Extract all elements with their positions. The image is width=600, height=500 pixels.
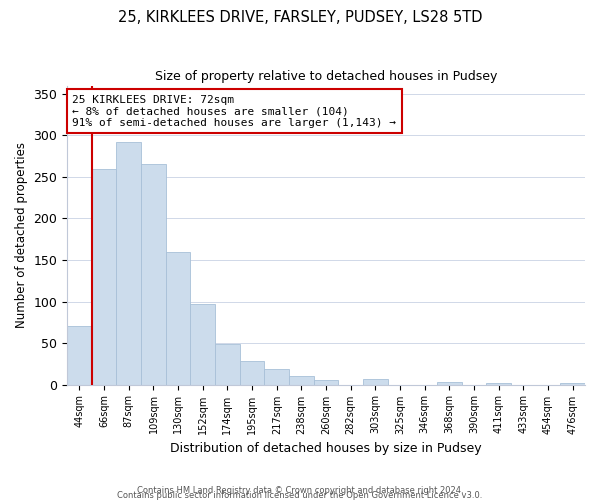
Bar (265, 369, 289, 384)
Bar (215, 344, 240, 385)
Bar (166, 252, 190, 384)
X-axis label: Distribution of detached houses by size in Pudsey: Distribution of detached houses by size … (170, 442, 482, 455)
Bar (289, 376, 314, 384)
Bar (487, 383, 511, 384)
Bar (67, 326, 92, 384)
Bar (560, 383, 585, 384)
Bar (363, 379, 388, 384)
Bar (437, 382, 462, 384)
Text: Contains public sector information licensed under the Open Government Licence v3: Contains public sector information licen… (118, 491, 482, 500)
Text: 25, KIRKLEES DRIVE, FARSLEY, PUDSEY, LS28 5TD: 25, KIRKLEES DRIVE, FARSLEY, PUDSEY, LS2… (118, 10, 482, 25)
Title: Size of property relative to detached houses in Pudsey: Size of property relative to detached ho… (155, 70, 497, 83)
Bar (92, 168, 116, 384)
Bar (116, 142, 141, 384)
Bar (314, 380, 338, 384)
Bar (190, 304, 215, 384)
Y-axis label: Number of detached properties: Number of detached properties (15, 142, 28, 328)
Bar (240, 362, 265, 384)
Bar (141, 164, 166, 384)
Text: 25 KIRKLEES DRIVE: 72sqm
← 8% of detached houses are smaller (104)
91% of semi-d: 25 KIRKLEES DRIVE: 72sqm ← 8% of detache… (73, 94, 397, 128)
Text: Contains HM Land Registry data © Crown copyright and database right 2024.: Contains HM Land Registry data © Crown c… (137, 486, 463, 495)
